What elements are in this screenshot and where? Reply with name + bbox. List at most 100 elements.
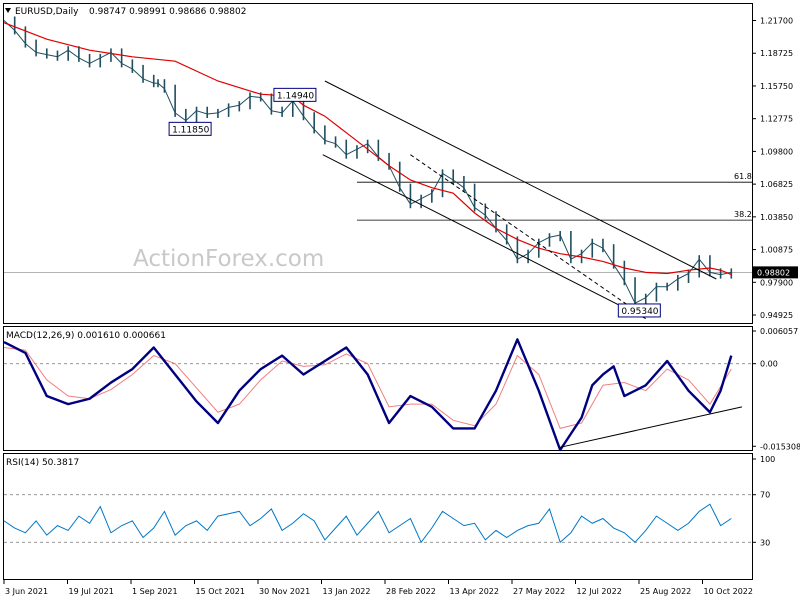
collapse-triangle-icon[interactable] xyxy=(5,8,11,13)
price-bar-link xyxy=(367,143,379,158)
price-bar-link xyxy=(174,112,187,122)
price-bar-link xyxy=(431,173,443,194)
price-bar-link xyxy=(67,49,80,59)
watermark: ActionForex.com xyxy=(133,246,324,272)
price-bar-link xyxy=(474,207,486,216)
current-price-box xyxy=(753,266,798,279)
price-bar-link xyxy=(527,242,540,255)
price-bar-link xyxy=(623,280,636,304)
price-bar-link xyxy=(89,57,101,64)
channel-upper-line xyxy=(324,80,717,280)
macd-title: MACD(12,26,9) 0.001610 0.000661 xyxy=(6,331,166,341)
channel-mid-dashed-line xyxy=(410,154,647,318)
price-bar-link xyxy=(281,100,294,114)
price-annotation-1: 1.11850 xyxy=(172,125,209,135)
price-bar-link xyxy=(313,129,326,141)
price-bar-link xyxy=(3,20,16,31)
level-label-1: 38.2 xyxy=(734,210,752,219)
macd-y-tick-label: -0.015308 xyxy=(760,442,800,451)
macd-signal-line xyxy=(3,347,732,430)
price-bar-link xyxy=(121,62,133,70)
rsi-title: RSI(14) 50.3817 xyxy=(6,458,79,468)
price-bar-link xyxy=(538,236,550,244)
price-bar-link xyxy=(228,104,240,108)
price-annotations-layer: 1.14940 1.11850 0.95340 xyxy=(168,87,661,318)
price-bar-link xyxy=(25,43,37,53)
macd-y-tick-label: 0.00 xyxy=(760,360,778,369)
rsi-panel-frame xyxy=(3,453,753,580)
macd-panel-frame xyxy=(3,326,753,451)
price-y-tick-label: 1.09800 xyxy=(760,147,793,156)
price-bar-link xyxy=(388,165,401,188)
price-bar-link xyxy=(356,143,368,150)
sma-line xyxy=(3,22,732,276)
macd-axis-layer: 0.006057 0.00 -0.015308 xyxy=(753,327,800,451)
price-bar-link xyxy=(207,112,218,115)
price-y-tick-label: 1.06825 xyxy=(760,180,793,189)
price-panel-frame xyxy=(3,3,753,324)
price-bars-layer xyxy=(3,16,733,308)
price-bar-link xyxy=(196,110,208,115)
price-bar-link xyxy=(271,110,283,114)
price-bar-link xyxy=(238,96,251,106)
price-bar-link xyxy=(506,240,518,260)
x-tick-label: 13 Jan 2022 xyxy=(323,587,371,596)
price-bar-link xyxy=(602,247,615,265)
x-tick-label: 19 Jul 2021 xyxy=(69,587,114,596)
macd-line xyxy=(3,338,733,452)
price-bar-link xyxy=(185,110,197,121)
macd-layer xyxy=(3,338,752,452)
x-tick-label: 10 Oct 2022 xyxy=(704,587,753,596)
x-tick-label: 3 Jun 2021 xyxy=(5,587,48,596)
price-annotation-box-0 xyxy=(273,87,317,102)
price-bar-link xyxy=(420,192,433,200)
price-bar-link xyxy=(495,228,508,241)
price-bar-link xyxy=(346,148,358,156)
x-tick-label: 25 Aug 2022 xyxy=(640,587,691,596)
x-tick-label: 27 May 2022 xyxy=(513,587,565,596)
price-bar-link xyxy=(324,139,336,145)
price-bar-link xyxy=(78,57,90,64)
current-price-label: 0.98802 xyxy=(757,268,790,277)
price-bar-link xyxy=(14,30,26,44)
x-tick-label: 15 Oct 2021 xyxy=(196,587,245,596)
price-bar-link xyxy=(303,115,315,130)
price-bar-link xyxy=(613,264,625,282)
x-tick-label: 1 Sep 2021 xyxy=(132,587,178,596)
x-axis-layer: 3 Jun 2021 19 Jul 2021 1 Sep 2021 15 Oct 20… xyxy=(3,580,753,596)
macd-trendline xyxy=(560,406,743,448)
price-bar-link xyxy=(463,187,476,208)
rsi-y-tick-label: 30 xyxy=(760,538,770,547)
price-y-tick-label: 1.12775 xyxy=(760,115,793,124)
price-levels-layer: 61.8 38.2 xyxy=(4,172,752,273)
x-tick-label: 13 Apr 2022 xyxy=(450,587,499,596)
price-bar-link xyxy=(645,286,657,299)
price-annotation-box-2 xyxy=(617,303,661,318)
rsi-axis-layer: 100 70 30 xyxy=(753,455,775,547)
price-symbol-label: EURUSD,Daily xyxy=(15,7,79,17)
price-bar-link xyxy=(442,172,454,181)
x-tick-label: 12 Jul 2022 xyxy=(577,587,622,596)
price-y-tick-label: 0.94925 xyxy=(760,311,793,320)
price-bar-link xyxy=(592,242,604,249)
price-y-tick-label: 1.03850 xyxy=(760,213,793,222)
price-bar-link xyxy=(677,273,689,280)
price-bar-link xyxy=(698,258,711,273)
price-bar-link xyxy=(720,271,732,276)
price-bar-link xyxy=(46,54,58,58)
price-bar-link xyxy=(260,97,272,112)
price-y-tick-label: 1.15750 xyxy=(760,82,793,91)
price-bar-link xyxy=(634,297,646,304)
price-bar-link xyxy=(452,179,465,189)
price-bar-link xyxy=(35,51,47,56)
price-bar-link xyxy=(217,106,229,114)
price-bar-link xyxy=(157,82,165,90)
level-label-0: 61.8 xyxy=(734,172,752,181)
price-bar-link xyxy=(335,143,347,156)
price-axis-layer: 1.21700 1.18725 1.15750 1.12775 1.09800 1.068… xyxy=(753,17,798,320)
x-tick-label: 30 Nov 2021 xyxy=(259,587,310,596)
price-bar-link xyxy=(142,78,154,84)
price-bar-link xyxy=(688,258,700,274)
